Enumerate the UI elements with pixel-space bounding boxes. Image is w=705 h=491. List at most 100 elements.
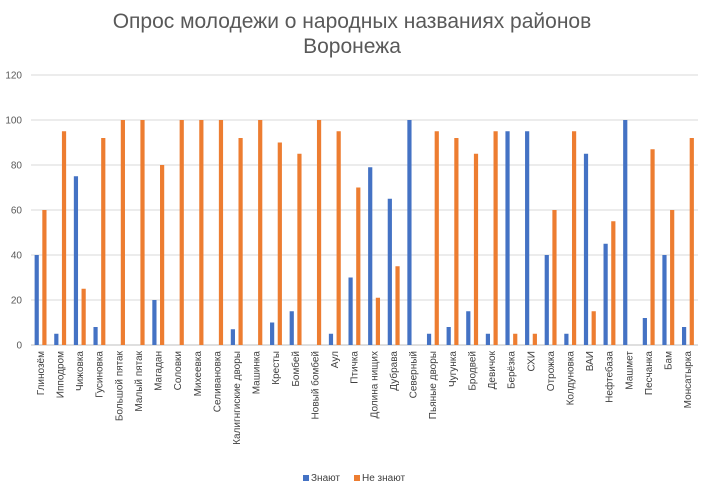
bar-ne-znayut bbox=[552, 210, 557, 345]
x-category-label: Гусиновка bbox=[95, 351, 106, 398]
x-category-label: Калигнгиские дворы bbox=[232, 351, 243, 445]
y-tick-label: 20 bbox=[11, 296, 23, 307]
bar-znayut bbox=[485, 333, 491, 345]
bar-ne-znayut bbox=[238, 138, 243, 345]
bar-ne-znayut bbox=[81, 288, 86, 345]
x-category-label: Большой пятак bbox=[114, 350, 125, 421]
bar-ne-znayut bbox=[395, 266, 400, 345]
x-category-label: Чугунка bbox=[448, 351, 459, 387]
legend-swatch-ne-znayut bbox=[354, 475, 360, 481]
bar-ne-znayut bbox=[297, 153, 302, 345]
x-category-label: Северный bbox=[409, 351, 420, 398]
x-category-label: Долина нищих bbox=[369, 351, 380, 418]
bar-znayut bbox=[34, 255, 39, 345]
legend: Знают Не знают bbox=[303, 473, 406, 484]
bar-ne-znayut bbox=[42, 210, 47, 345]
bar-ne-znayut bbox=[591, 311, 596, 345]
x-category-label: Соловки bbox=[173, 351, 184, 390]
y-tick-label: 100 bbox=[5, 116, 22, 127]
legend-label-znayut: Знают bbox=[311, 473, 340, 484]
x-category-label: Селивановка bbox=[212, 351, 223, 413]
bar-ne-znayut bbox=[336, 131, 341, 345]
x-category-label: ВАИ bbox=[585, 351, 596, 371]
bar-ne-znayut bbox=[258, 120, 263, 345]
chart-title-line-1: Опрос молодежи о народных названиях райо… bbox=[113, 10, 592, 33]
bar-znayut bbox=[662, 255, 667, 345]
bar-znayut bbox=[681, 327, 687, 345]
bars bbox=[34, 120, 694, 345]
bar-znayut bbox=[73, 176, 79, 345]
bar-znayut bbox=[466, 311, 471, 345]
bar-ne-znayut bbox=[513, 333, 518, 345]
y-tick-label: 120 bbox=[5, 71, 22, 82]
x-category-label: СХИ bbox=[526, 351, 537, 372]
x-category-label: Пьяные дворы bbox=[428, 351, 439, 419]
bar-ne-znayut bbox=[316, 120, 322, 345]
x-category-label: Бам bbox=[664, 351, 675, 370]
bar-znayut bbox=[289, 311, 294, 345]
bar-znayut bbox=[544, 255, 549, 345]
x-category-label: Машинка bbox=[252, 351, 263, 395]
legend-label-ne-znayut: Не знают bbox=[362, 473, 406, 484]
x-category-label: Колдуновка bbox=[565, 351, 576, 406]
bar-ne-znayut bbox=[140, 120, 145, 345]
bar-znayut bbox=[623, 120, 628, 345]
bar-ne-znayut bbox=[454, 138, 459, 345]
bar-znayut bbox=[583, 153, 589, 345]
bar-ne-znayut bbox=[61, 131, 67, 345]
x-category-label: Михеевка bbox=[193, 351, 204, 397]
bar-znayut bbox=[525, 131, 530, 345]
bar-znayut bbox=[426, 333, 432, 345]
y-tick-label: 0 bbox=[16, 341, 22, 352]
x-category-label: Нефтебаза bbox=[604, 351, 616, 403]
bar-ne-znayut bbox=[160, 165, 165, 345]
x-axis-labels: Глинозём Ипподром Чижовка Гусиновка Большой … bbox=[36, 350, 694, 444]
x-category-label: Бродвей bbox=[467, 351, 478, 391]
bar-ne-znayut bbox=[218, 120, 224, 345]
bar-ne-znayut bbox=[356, 187, 361, 345]
bar-ne-znayut bbox=[120, 120, 125, 345]
bar-ne-znayut bbox=[473, 153, 479, 345]
bar-znayut bbox=[603, 243, 608, 345]
x-category-label: Бомбей bbox=[290, 351, 302, 387]
bar-znayut bbox=[368, 167, 373, 345]
x-category-label: Монсатырка bbox=[683, 351, 694, 409]
bar-znayut bbox=[270, 322, 275, 345]
x-category-label: Берёзка bbox=[507, 351, 518, 389]
chart-title-line-2: Воронежа bbox=[303, 35, 401, 58]
bar-znayut bbox=[54, 333, 59, 345]
bar-ne-znayut bbox=[670, 210, 675, 345]
x-category-label: Магадан bbox=[154, 351, 165, 391]
bar-ne-znayut bbox=[179, 120, 184, 345]
bar-ne-znayut bbox=[650, 149, 655, 345]
x-category-label: Чижовка bbox=[75, 351, 86, 391]
bar-znayut bbox=[446, 327, 451, 345]
bar-ne-znayut bbox=[101, 138, 106, 345]
bar-ne-znayut bbox=[532, 333, 537, 345]
y-axis-ticks: 0 20 40 60 80 100 120 bbox=[5, 71, 22, 352]
x-category-label: Малый пятак bbox=[134, 350, 145, 411]
bar-znayut bbox=[348, 277, 353, 345]
x-category-label: Птичка bbox=[350, 351, 361, 384]
bar-znayut bbox=[642, 318, 647, 345]
bar-ne-znayut bbox=[611, 221, 616, 345]
x-category-label: Девичок bbox=[487, 350, 498, 389]
y-tick-label: 80 bbox=[11, 161, 23, 172]
bar-ne-znayut bbox=[571, 131, 577, 345]
gridlines bbox=[31, 74, 698, 346]
bar-ne-znayut bbox=[493, 131, 498, 345]
bar-znayut bbox=[407, 120, 412, 345]
bar-znayut bbox=[93, 327, 98, 345]
x-category-label: Песчанка bbox=[644, 351, 655, 396]
legend-swatch-znayut bbox=[303, 475, 309, 481]
y-tick-label: 60 bbox=[11, 206, 23, 217]
bar-znayut bbox=[328, 333, 334, 345]
bar-znayut bbox=[230, 329, 235, 345]
bar-ne-znayut bbox=[277, 142, 282, 345]
bar-ne-znayut bbox=[434, 131, 439, 345]
y-tick-label: 40 bbox=[11, 251, 23, 262]
x-category-label: Машмет bbox=[624, 351, 635, 390]
x-category-label: Глинозём bbox=[36, 351, 47, 395]
bar-ne-znayut bbox=[199, 120, 204, 345]
